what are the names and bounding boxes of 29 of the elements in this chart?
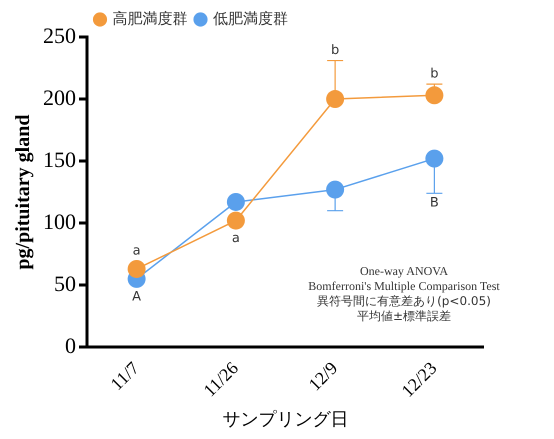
y-tick-label: 50 <box>54 270 76 296</box>
annotation: One-way ANOVA <box>360 264 448 278</box>
annotation: b <box>430 66 439 82</box>
legend-label: 高肥満度群 <box>112 9 188 28</box>
y-tick-label: 100 <box>43 208 76 234</box>
annotation: 平均値±標準誤差 <box>356 309 452 324</box>
x-axis-title: サンプリング日 <box>222 408 348 430</box>
point <box>425 86 444 104</box>
x-tick-label: 11/7 <box>106 358 143 394</box>
point <box>128 260 146 278</box>
point <box>226 212 245 230</box>
annotation: b <box>330 42 340 58</box>
annotation: a <box>132 243 141 258</box>
legend-label: 低肥満度群 <box>213 9 288 28</box>
annotation: a <box>232 230 240 246</box>
point <box>226 192 245 211</box>
y-axis-title: pg/pituitary gland <box>12 114 34 270</box>
point <box>425 150 444 168</box>
annotation: A <box>132 289 142 304</box>
annotation: B <box>430 196 439 211</box>
point <box>326 180 344 199</box>
annotation: Bomferroni's Multiple Comparison Test <box>308 279 500 294</box>
x-tick-label: 12/9 <box>304 358 342 395</box>
y-tick-label: 0 <box>65 332 76 358</box>
annotation: 異符号間に有意差あり(p<0.05) <box>317 294 491 308</box>
point <box>326 90 344 108</box>
y-tick-label: 150 <box>43 146 76 172</box>
y-tick-label: 250 <box>43 22 76 48</box>
y-tick-label: 200 <box>43 84 76 110</box>
